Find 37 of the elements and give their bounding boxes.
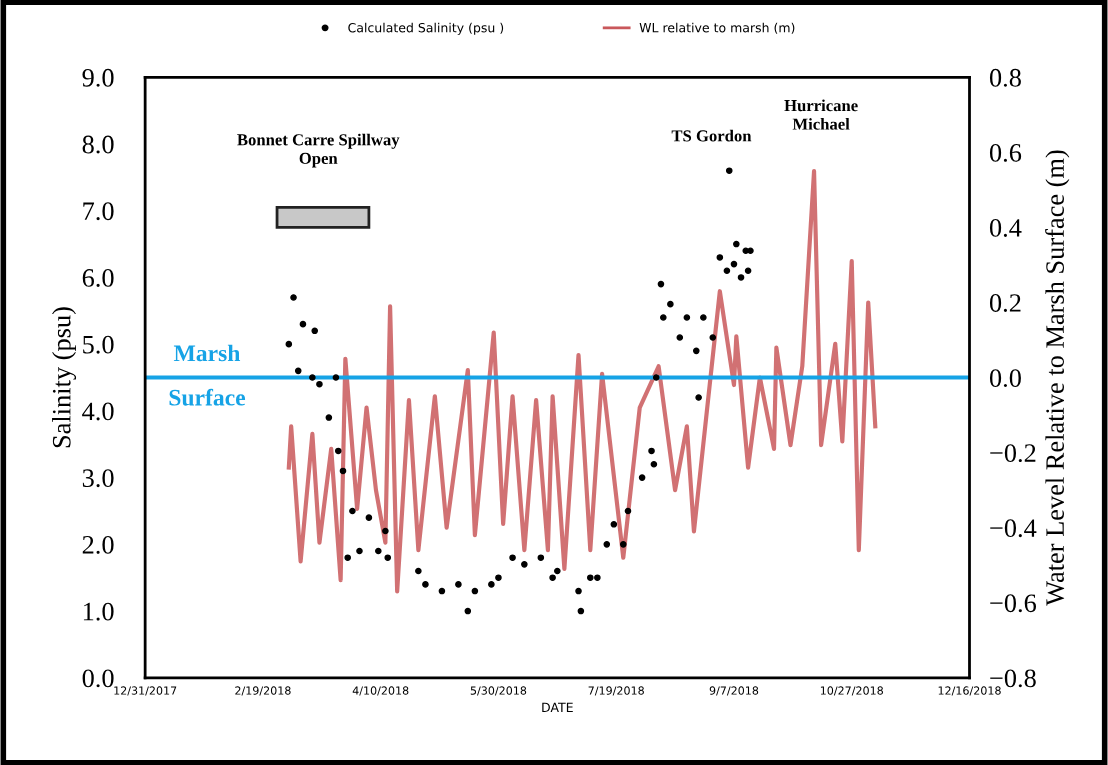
x-tick-label: 2/19/2018	[235, 686, 291, 696]
x-tick-label: 7/19/2018	[588, 686, 644, 696]
y-tick-label: 8.0	[82, 135, 114, 154]
x-tick-label: 12/16/2018	[938, 686, 1001, 696]
y-tick-label: 0.0	[82, 669, 114, 688]
y2-tick-label: 0.6	[989, 143, 1022, 162]
x-tick-label: 5/30/2018	[470, 686, 527, 696]
y2-tick-label: 0.2	[989, 294, 1021, 312]
annotation: Bonnet Carre Spillway Open	[237, 133, 400, 168]
y2-tick-label: 0.8	[989, 68, 1021, 87]
x-tick-label: 4/10/2018	[352, 686, 409, 696]
y-tick-label: 2.0	[82, 535, 114, 554]
y2-tick-label: 0.0	[989, 369, 1021, 388]
y2-tick-label: −0.6	[990, 594, 1037, 613]
y-tick-label: 1.0	[83, 602, 114, 621]
annotation: Hurricane Michael	[784, 99, 858, 130]
legend-label: Calculated Salinity (psu )	[348, 22, 504, 35]
y-tick-label: 4.0	[82, 402, 114, 421]
y-tick-label: 3.0	[82, 469, 114, 488]
x-tick-label: 10/27/2018	[820, 686, 883, 696]
y2-tick-label: −0.4	[990, 519, 1037, 538]
y-tick-label: 7.0	[83, 202, 114, 221]
annotation: TS Gordon	[671, 129, 752, 142]
y-tick-label: 5.0	[83, 335, 114, 354]
x-axis-title: DATE	[542, 702, 573, 712]
x-tick-label: 9/7/2018	[709, 686, 759, 696]
y2-tick-label: −0.8	[990, 669, 1036, 688]
y-tick-label: 6.0	[82, 269, 114, 287]
y2-tick-label: −0.2	[990, 444, 1036, 463]
ref-line-label: Marsh Surface	[169, 344, 246, 406]
y2-tick-label: 0.4	[989, 219, 1022, 237]
y-tick-label: 9.0	[82, 68, 114, 87]
legend-label: WL relative to marsh (m)	[639, 22, 795, 34]
y-axis-title: Salinity (psu)	[52, 307, 77, 448]
line-series	[286, 169, 878, 594]
x-tick-label: 12/31/2017	[114, 686, 177, 696]
y2-axis-title: Water Level Relative to Marsh Surface (m)	[1045, 150, 1070, 606]
